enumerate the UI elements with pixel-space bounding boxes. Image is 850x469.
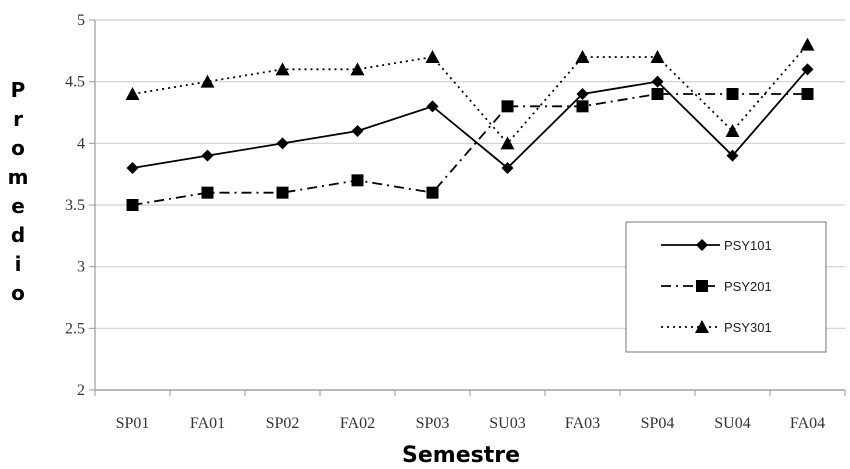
data-point [576,100,589,113]
data-point [501,162,514,174]
data-point [201,186,214,199]
data-point [500,136,515,150]
data-point [576,88,589,100]
legend-label: PSY101 [724,238,772,253]
data-point [126,199,139,211]
tick-labels: 2 2.5 3 3.5 4 4.5 5 SP01 FA01 SP02 FA02 SP03 SU03 FA0… [65,12,825,432]
y-axis-label-letter: e [11,194,25,218]
y-axis-label-letter: o [11,136,25,160]
series-3 [125,37,815,150]
y-tick-label: 4 [77,135,85,152]
data-point [650,50,665,63]
x-tick-label: FA02 [340,415,375,432]
y-axis-label-letter: d [11,223,25,247]
legend-marker [696,239,708,251]
legend-item: PSY101 [661,238,772,253]
series-line [132,93,808,206]
legend-item: PSY201 [661,279,772,294]
x-tick-label: FA01 [190,415,225,432]
data-point [801,63,814,76]
x-tick-label: FA04 [790,415,825,432]
x-tick-label: SU03 [489,415,525,432]
y-tick-label: 4.5 [65,74,85,91]
legend-item: PSY301 [661,320,772,335]
data-point [575,50,590,63]
y-axis-label-letter: P [11,78,26,102]
data-point [725,124,740,137]
axes [89,19,846,396]
x-tick-label: SP03 [416,415,450,432]
grid-lines [95,19,845,391]
series-1 [126,63,814,174]
data-point [125,87,140,100]
data-point [126,162,139,174]
y-axis-label-letter: m [8,165,29,189]
data-point [426,100,439,113]
data-point [801,88,814,100]
data-point [425,50,440,63]
y-tick-label: 2 [77,382,85,399]
y-tick-label: 3.5 [65,197,85,214]
data-point [200,74,215,88]
data-point [276,137,289,150]
y-tick-label: 2.5 [65,320,85,337]
data-point [276,186,289,199]
series-group [125,37,815,211]
x-tick-label: FA03 [565,415,600,432]
y-axis-label-letter: r [13,107,23,131]
x-axis-label: Semestre [402,443,520,468]
y-axis-label-letter: o [11,281,25,305]
data-point [651,88,664,100]
data-point [426,186,439,199]
data-point [501,100,514,113]
x-tick-label: SP02 [266,415,300,432]
data-point [351,125,364,137]
x-tick-label: SU04 [714,415,750,432]
y-axis-label-letter: i [15,252,22,276]
data-point [275,62,290,76]
data-point [726,88,739,100]
data-point [351,174,364,187]
series-line [132,68,809,170]
y-tick-label: 3 [77,259,85,276]
x-tick-label: SP01 [116,415,150,432]
data-point [726,149,739,162]
data-point [350,62,365,76]
y-tick-label: 5 [77,12,85,29]
data-point [800,37,815,51]
data-point [201,149,214,162]
legend-marker [695,320,709,333]
legend: PSY101 PSY201 PSY301 [625,221,827,353]
legend-marker [696,280,708,292]
legend-box [625,221,827,353]
legend-label: PSY201 [724,279,772,294]
series-line [132,44,809,145]
legend-label: PSY301 [724,320,772,335]
data-point [651,75,664,88]
x-tick-label: SP04 [641,415,675,432]
series-2 [126,88,814,211]
